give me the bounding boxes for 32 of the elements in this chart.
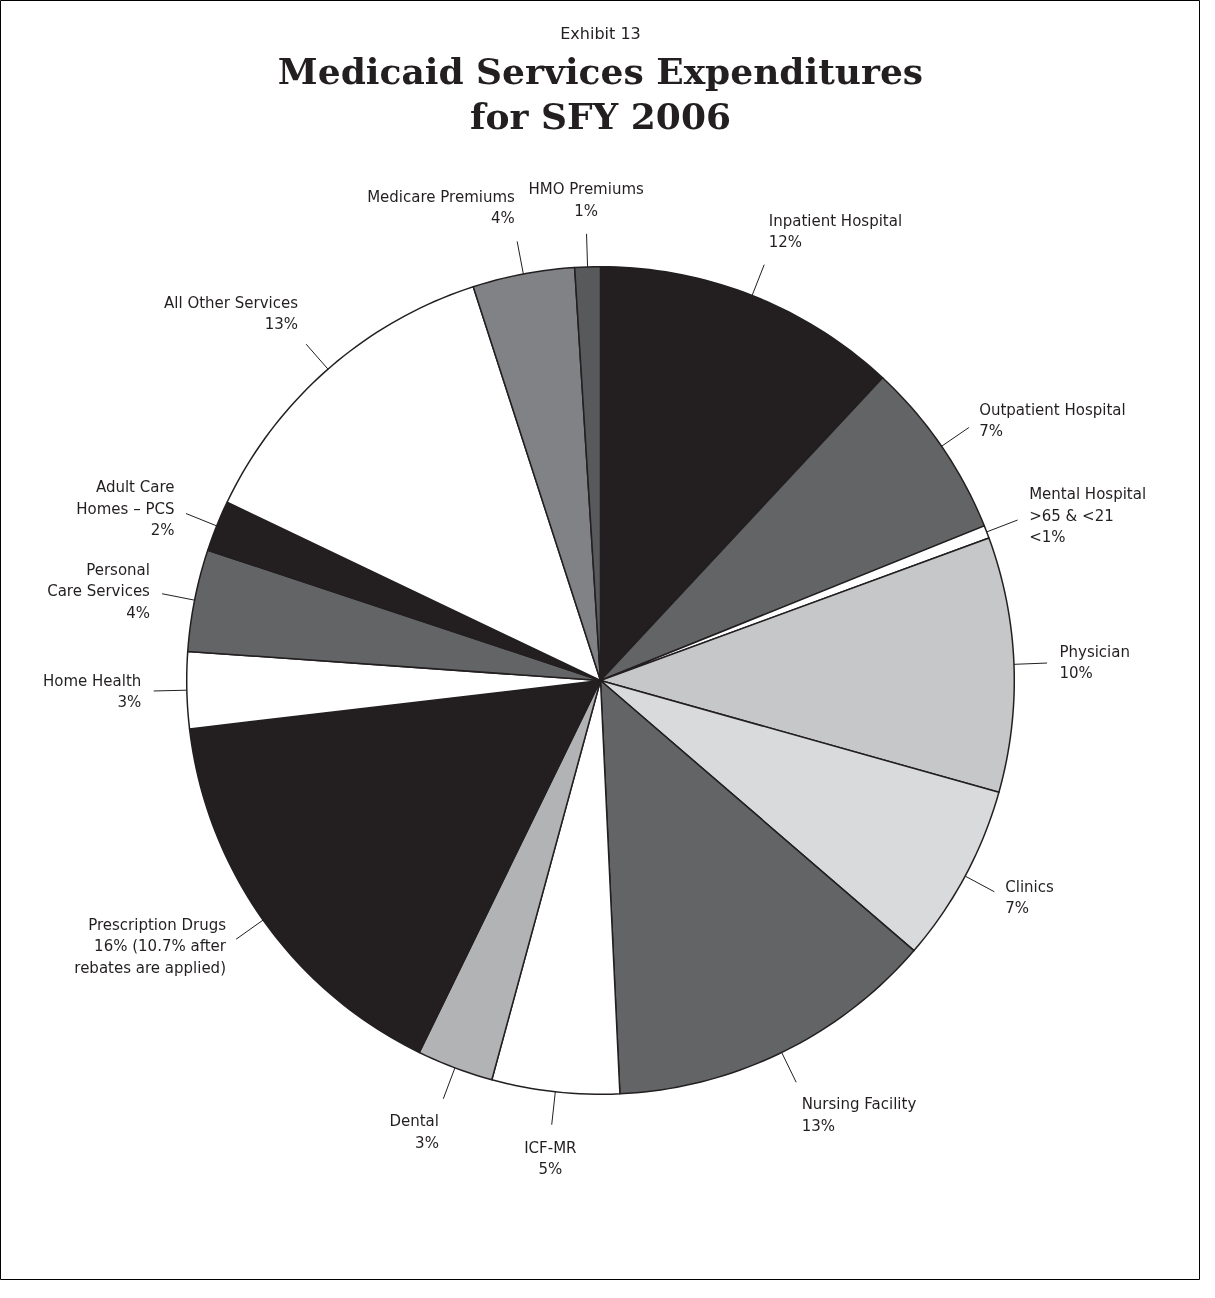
chart-subtitle: Exhibit 13 — [560, 24, 641, 44]
slice-label: Clinics — [1005, 877, 1054, 896]
slice-label: Adult Care Homes – PCS — [76, 478, 175, 518]
slice-label: Nursing Facility — [801, 1095, 917, 1114]
slice-label: Medicare Premiums — [367, 187, 516, 206]
data-label: 3% — [117, 693, 142, 712]
data-label: <1% — [1029, 528, 1066, 547]
data-label: 4% — [491, 209, 515, 228]
data-label: 12% — [768, 233, 803, 252]
slice-label: Home Health — [43, 671, 142, 690]
data-label: 1% — [574, 201, 599, 220]
slice-label: HMO Premiums — [528, 180, 645, 199]
slice-label: Personal Care Services — [47, 560, 151, 601]
data-label: 13% — [801, 1116, 835, 1135]
slice-label: Dental — [389, 1112, 439, 1131]
data-label: 16% (10.7% after rebates are applied) — [74, 937, 227, 977]
data-label: 7% — [1005, 899, 1030, 918]
data-label: 4% — [126, 603, 150, 622]
slice-label: All Other Services — [164, 293, 299, 312]
data-label: 7% — [979, 422, 1003, 441]
slice-label: Inpatient Hospital — [768, 211, 903, 230]
chart-title: Medicaid Services Expenditures for SFY 2006 — [277, 49, 924, 138]
slice-label: Outpatient Hospital — [979, 400, 1126, 419]
slice-label: Physician — [1059, 642, 1130, 661]
slice-label: Prescription Drugs — [88, 915, 227, 934]
data-label: 10% — [1059, 664, 1093, 683]
data-label: 2% — [150, 521, 175, 540]
slice-label: ICF-MR — [524, 1138, 577, 1157]
data-label: 3% — [415, 1133, 439, 1152]
data-label: 5% — [538, 1160, 563, 1179]
slice-label: Mental Hospital >65 & <21 — [1029, 485, 1147, 525]
data-label: 13% — [264, 315, 298, 334]
